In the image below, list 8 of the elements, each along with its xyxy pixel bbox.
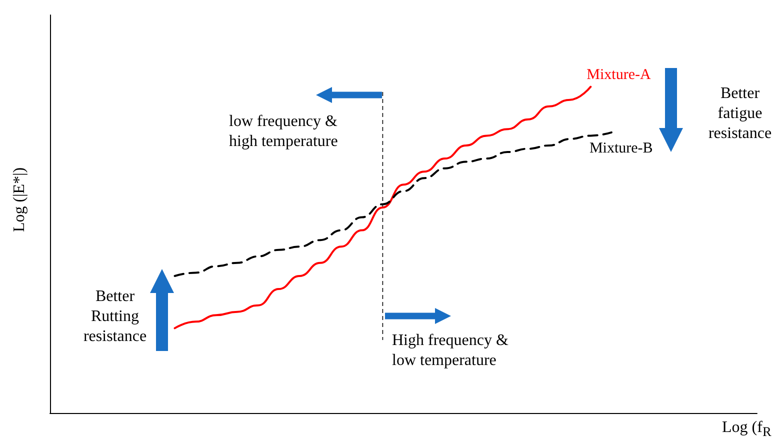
x-axis-title: Log (f$_{R}$ xyxy=(722,418,772,439)
y-axis-title: Log (|E*|) xyxy=(10,167,29,232)
annotation: Better fatigue resistance xyxy=(708,84,772,144)
series-label: Mixture-B xyxy=(589,140,653,156)
annotation: low frequency & high temperature xyxy=(229,112,338,152)
series-label: Mixture-A xyxy=(586,66,651,83)
annotation: High frequency & low temperature xyxy=(392,331,508,371)
annotation: Better Rutting resistance xyxy=(83,287,147,347)
